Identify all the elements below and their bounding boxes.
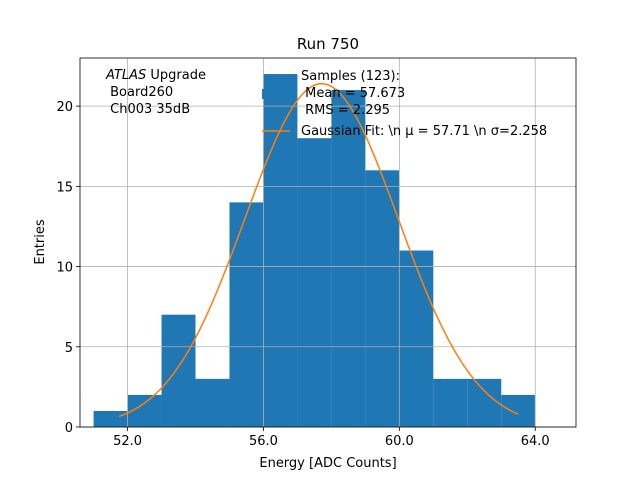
annotation-atlas: ATLAS <box>105 68 146 83</box>
x-axis-label: Energy [ADC Counts] <box>259 456 396 471</box>
histogram-bar <box>93 410 128 427</box>
legend-samples: Samples (123): <box>301 69 400 84</box>
histogram-bar <box>263 74 298 427</box>
plot-frame <box>79 57 577 428</box>
annotation-upgrade: Upgrade <box>146 68 206 83</box>
legend-mean: Mean = 57.673 <box>301 86 405 101</box>
histogram-bar <box>161 314 196 427</box>
histogram-bar <box>433 378 468 427</box>
y-tick-label: 10 <box>56 261 73 276</box>
x-axis-ticks: 52.0 56.0 60.0 64.0 <box>113 427 550 449</box>
x-tick-label: 60.0 <box>385 434 414 449</box>
y-tick-label: 20 <box>56 100 73 115</box>
chart-title: Run 750 <box>297 35 359 53</box>
histogram-bar <box>467 378 502 427</box>
legend-histogram-swatch <box>262 89 290 99</box>
x-tick-label: 64.0 <box>521 434 550 449</box>
legend: Samples (123): Mean = 57.673 RMS = 2.295… <box>262 69 547 139</box>
gaussian-fit-line <box>118 82 519 418</box>
y-tick-label: 0 <box>65 421 73 436</box>
annotation-line-2: Board260 <box>106 85 173 100</box>
histogram-bar <box>331 90 366 427</box>
y-tick-label: 15 <box>56 180 73 195</box>
y-axis-label: Entries <box>33 219 48 265</box>
legend-fit-label: Gaussian Fit: \n μ = 57.71 \n σ=2.258 <box>301 124 547 139</box>
histogram-bar <box>297 138 332 427</box>
histogram-bar <box>501 394 536 427</box>
y-axis-ticks: 0 5 10 15 20 <box>56 100 80 436</box>
histogram-bar <box>195 378 230 427</box>
annotation-line-1: ATLAS Upgrade <box>105 68 206 83</box>
x-tick-label: 56.0 <box>249 434 278 449</box>
x-tick-label: 52.0 <box>113 434 142 449</box>
histogram-bar <box>365 170 400 427</box>
histogram-bar <box>229 202 264 427</box>
y-tick-label: 5 <box>65 341 73 356</box>
annotation-line-3: Ch003 35dB <box>106 102 190 117</box>
histogram-bar <box>399 250 434 427</box>
atlas-annotation: ATLAS Upgrade Board260 Ch003 35dB <box>105 68 206 117</box>
legend-rms: RMS = 2.295 <box>301 103 390 118</box>
